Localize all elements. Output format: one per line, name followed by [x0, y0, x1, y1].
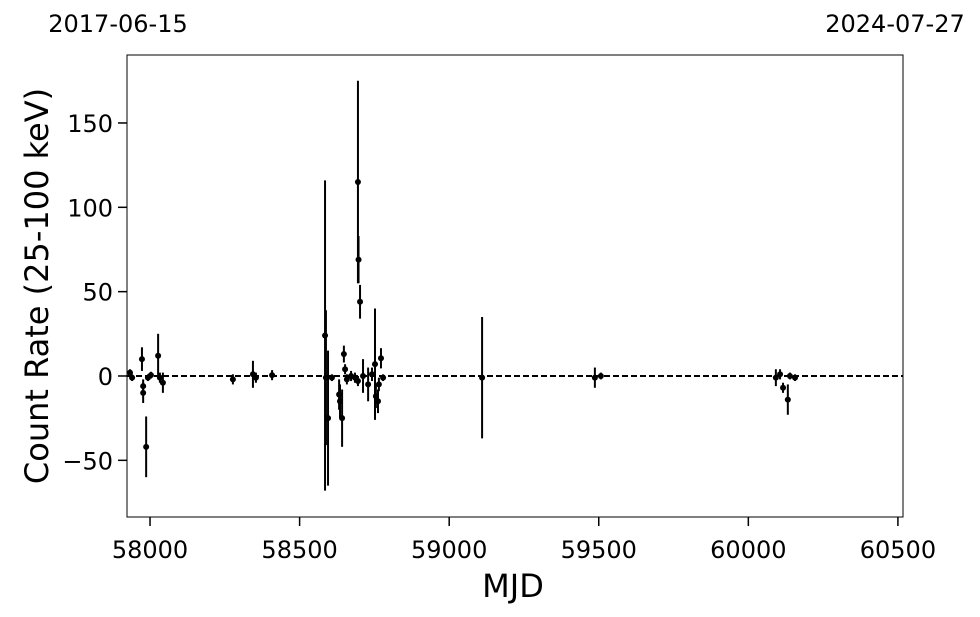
data-point — [340, 351, 347, 358]
data-point — [354, 378, 361, 385]
data-point — [147, 372, 154, 379]
data-point — [126, 369, 133, 376]
data-point — [380, 374, 387, 381]
data-point — [357, 298, 364, 305]
data-point — [792, 374, 799, 381]
data-point — [354, 179, 361, 186]
data-point — [784, 396, 791, 403]
x-tick-label: 59000 — [411, 536, 487, 564]
data-point — [156, 374, 163, 381]
data-point — [377, 355, 384, 362]
data-point — [138, 356, 145, 363]
data-point — [155, 352, 162, 359]
data-point — [343, 376, 350, 383]
data-point — [772, 374, 779, 381]
data-point — [129, 374, 136, 381]
data-point — [597, 372, 604, 379]
data-point — [355, 256, 362, 263]
plot-frame — [126, 54, 904, 518]
data-point — [777, 371, 784, 378]
top-date-label: 2024-07-27 — [825, 10, 964, 38]
data-point — [591, 374, 598, 381]
data-point — [325, 415, 332, 422]
data-point — [374, 398, 381, 405]
top-date-label: 2017-06-15 — [48, 10, 187, 38]
x-tick-label: 59500 — [561, 536, 637, 564]
x-tick-label: 60000 — [710, 536, 786, 564]
data-point — [371, 361, 378, 368]
data-point — [375, 381, 382, 388]
x-tick-label: 58500 — [261, 536, 337, 564]
data-point — [780, 384, 787, 391]
data-point — [369, 371, 376, 378]
data-point — [252, 374, 259, 381]
y-tick-label: −50 — [62, 447, 113, 475]
data-point — [159, 379, 166, 386]
data-point — [365, 381, 372, 388]
data-point — [229, 376, 236, 383]
data-point — [339, 415, 346, 422]
data-point — [143, 443, 150, 450]
data-point — [269, 372, 276, 379]
x-tick-label: 58000 — [112, 536, 188, 564]
x-tick-label: 60500 — [860, 536, 936, 564]
data-point — [786, 372, 793, 379]
y-axis-label: Count Rate (25-100 keV) — [18, 88, 56, 484]
data-point — [479, 374, 486, 381]
y-tick-label: 100 — [67, 194, 113, 222]
y-tick-label: 150 — [67, 110, 113, 138]
data-point — [328, 374, 335, 381]
y-tick-label: 50 — [82, 279, 113, 307]
data-point — [140, 389, 147, 396]
x-axis-label: MJD — [482, 567, 544, 605]
data-point — [360, 372, 367, 379]
data-point — [342, 366, 349, 373]
y-tick-label: 0 — [98, 363, 113, 391]
